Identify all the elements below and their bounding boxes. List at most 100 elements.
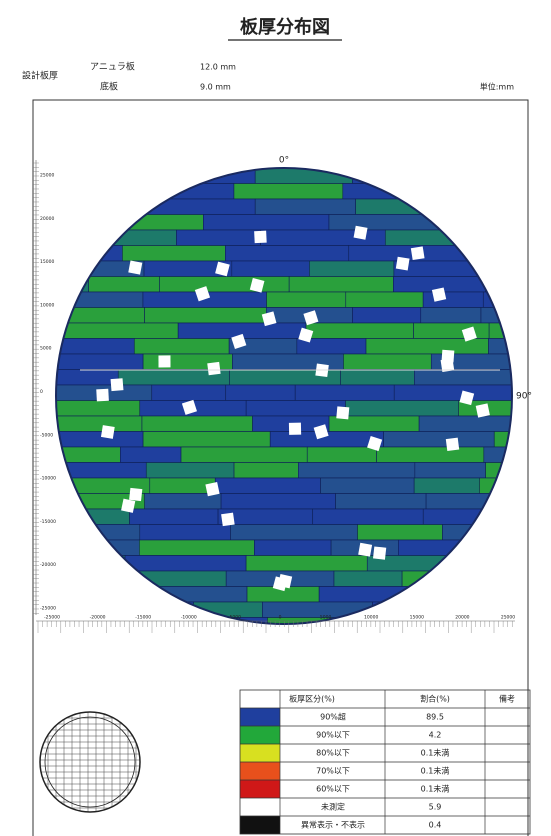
plate: [352, 168, 466, 184]
plate: [88, 276, 160, 293]
plate: [56, 168, 181, 184]
plate: [345, 400, 459, 417]
y-tick-label: -25000: [40, 606, 56, 612]
plate: [56, 539, 140, 556]
plate: [344, 617, 449, 624]
title: 板厚分布図: [240, 16, 330, 38]
plate: [56, 400, 141, 417]
plate: [306, 446, 377, 463]
x-tick-label: 10000: [364, 615, 378, 621]
y-tick-label: 20000: [40, 216, 54, 222]
plate: [468, 245, 512, 262]
plate: [203, 214, 330, 231]
plate: [120, 446, 182, 463]
unmeasured-patch: [459, 390, 475, 406]
plate: [56, 353, 144, 370]
plate: [439, 214, 505, 231]
plate: [298, 462, 416, 479]
x-tick-label: -15000: [135, 615, 151, 621]
plate: [56, 431, 144, 448]
row-label: 90%以下: [316, 731, 350, 740]
plate: [365, 338, 489, 355]
unmeasured-patch: [100, 425, 115, 439]
plate: [420, 307, 482, 324]
plate: [335, 493, 427, 510]
map: [56, 168, 512, 624]
y-tick-label: -10000: [40, 476, 56, 482]
unmeasured-patch: [194, 286, 211, 302]
plate: [124, 555, 247, 572]
unmeasured-patch: [475, 403, 490, 418]
unmeasured-patch: [249, 277, 265, 293]
plate: [294, 384, 395, 401]
plate: [146, 198, 256, 215]
plate: [149, 477, 216, 494]
plate: [483, 446, 512, 463]
swatch: [240, 726, 280, 744]
unmeasured-patch: [231, 333, 247, 350]
x-tick-label: 5000: [320, 615, 332, 621]
plate: [357, 524, 443, 541]
swatch: [240, 708, 280, 726]
plate: [145, 462, 235, 479]
plate: [56, 617, 129, 624]
plate: [214, 477, 321, 494]
frame: [32, 99, 529, 836]
plate: [384, 229, 458, 246]
y-tick-label: -15000: [40, 519, 56, 525]
plate: [320, 477, 415, 494]
plate: [413, 477, 480, 494]
row-ratio: 0.1未満: [421, 766, 450, 776]
column-header: 備考: [499, 694, 515, 704]
unmeasured-patch: [298, 327, 314, 343]
row-label: 60%以下: [316, 785, 350, 794]
x-tick-label: -25000: [44, 615, 60, 621]
plate: [113, 214, 204, 231]
unmeasured-patch: [205, 482, 220, 497]
y-tick-label: 15000: [40, 259, 54, 265]
column-header: 割合(%): [420, 694, 450, 704]
row-label: 80%以下: [316, 749, 350, 758]
map-outline: [55, 167, 513, 625]
plate: [230, 524, 358, 541]
x-tick-label: 20000: [455, 615, 469, 621]
plate: [464, 168, 512, 184]
plate: [352, 307, 422, 324]
unmeasured-patch: [358, 542, 373, 557]
plate: [231, 260, 310, 277]
unmeasured-patch: [410, 246, 425, 261]
plate: [288, 276, 394, 293]
plate: [442, 524, 512, 541]
plate: [254, 539, 332, 556]
plate: [56, 322, 179, 339]
plate: [122, 245, 226, 262]
unmeasured-patch: [395, 256, 410, 271]
plate: [422, 508, 512, 525]
plate: [393, 384, 512, 401]
unmeasured-patch: [128, 260, 143, 275]
swatch: [240, 744, 280, 762]
plate: [312, 508, 424, 525]
plate: [142, 431, 271, 448]
top-label: 0°: [279, 156, 289, 166]
plate: [254, 198, 356, 215]
row-ratio: 0.4: [429, 821, 442, 830]
plate: [481, 260, 512, 277]
plate: [56, 369, 119, 386]
unmeasured-patch: [129, 487, 143, 502]
plate: [345, 291, 424, 308]
row-label: 未測定: [321, 802, 345, 812]
unit: 単位:mm: [480, 82, 514, 92]
unmeasured-patch: [261, 311, 277, 327]
map-plates: [56, 168, 512, 624]
row-ratio: 0.1未満: [421, 748, 450, 758]
bottom-label: 底板: [100, 81, 118, 93]
annular-label: アニュラ板: [90, 61, 135, 73]
plate: [414, 369, 512, 386]
row-ratio: 5.9: [429, 803, 442, 812]
unmeasured-patch: [288, 422, 302, 435]
plate: [180, 446, 308, 463]
plate: [450, 183, 512, 200]
row-label: 70%以下: [316, 767, 350, 776]
plate: [129, 508, 219, 525]
